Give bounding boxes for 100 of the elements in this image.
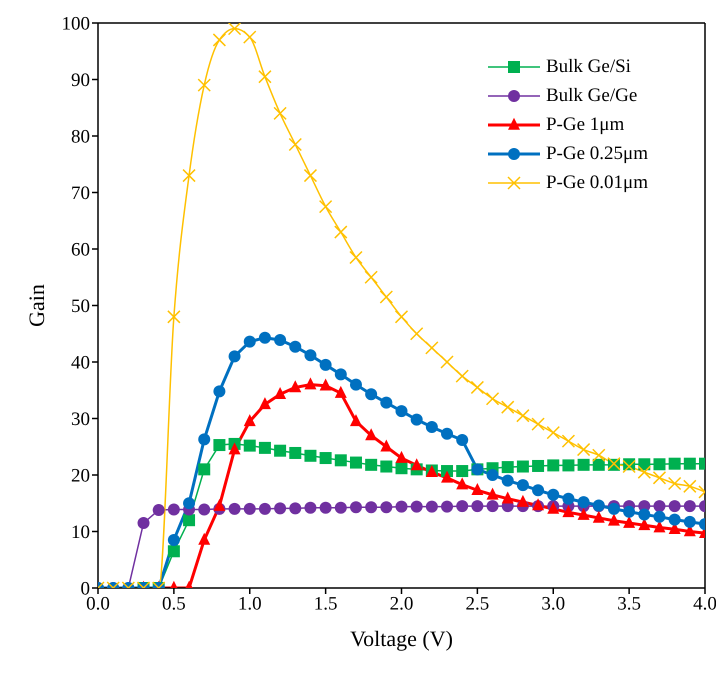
x-tick-label: 3.0 — [541, 593, 566, 614]
point — [197, 78, 211, 92]
x-tick-label: 0.0 — [86, 593, 110, 614]
point — [380, 290, 394, 304]
x-tick-label: 2.5 — [466, 593, 490, 614]
point — [592, 448, 606, 462]
point — [182, 168, 196, 182]
point — [562, 505, 574, 518]
point — [455, 369, 469, 383]
point — [365, 458, 378, 471]
legend-label: Bulk Ge/Ge — [546, 84, 638, 106]
point — [380, 396, 392, 409]
point — [516, 460, 529, 473]
point — [486, 500, 499, 512]
point — [274, 387, 286, 400]
point — [471, 500, 484, 512]
point — [334, 502, 347, 514]
point — [638, 465, 652, 479]
y-tick-label: 60 — [71, 240, 90, 261]
x-tick-label: 4.0 — [693, 593, 717, 614]
x-axis-title: Voltage (V) — [350, 626, 453, 651]
point — [653, 500, 666, 512]
point — [547, 488, 560, 501]
point — [212, 33, 226, 47]
point — [228, 502, 241, 515]
point — [334, 225, 348, 239]
x-tick-label: 3.5 — [617, 593, 641, 614]
y-tick-label: 40 — [71, 352, 90, 374]
point — [258, 442, 271, 454]
point — [365, 428, 378, 440]
point — [500, 400, 514, 414]
point — [562, 492, 574, 505]
point — [320, 358, 332, 371]
point — [396, 500, 408, 513]
point — [396, 405, 408, 418]
x-tick-label: 1.0 — [238, 593, 262, 614]
point — [486, 469, 499, 481]
point — [364, 270, 378, 284]
point — [562, 459, 574, 472]
point — [638, 508, 650, 521]
point — [502, 461, 514, 474]
y-tick-label: 80 — [71, 126, 90, 148]
point — [426, 500, 438, 513]
point — [486, 392, 500, 406]
point — [289, 446, 302, 459]
point — [274, 334, 286, 346]
point — [258, 397, 271, 410]
point — [668, 458, 681, 470]
point — [546, 426, 560, 440]
point — [320, 502, 332, 514]
point — [578, 508, 590, 520]
point — [334, 454, 347, 466]
x-tick-label: 1.5 — [314, 593, 338, 614]
legend-label: Bulk Ge/Si — [546, 56, 631, 78]
point — [516, 408, 530, 422]
point — [168, 534, 180, 546]
x-tick-label: 0.5 — [162, 593, 186, 614]
point — [578, 496, 590, 508]
legend-label: P-Ge 0.25μm — [546, 142, 648, 164]
point — [608, 502, 620, 515]
point — [244, 414, 256, 426]
point — [349, 250, 363, 264]
point — [320, 378, 332, 391]
point — [258, 332, 271, 344]
point — [183, 514, 196, 526]
point — [516, 479, 529, 492]
point — [456, 434, 468, 446]
y-tick-label: 20 — [71, 466, 90, 487]
point — [350, 501, 362, 514]
point — [578, 458, 590, 471]
point — [213, 385, 226, 398]
point — [441, 470, 454, 483]
point — [289, 380, 302, 392]
point — [653, 458, 666, 470]
point — [320, 452, 332, 464]
point — [425, 341, 439, 355]
point — [380, 440, 392, 452]
point — [258, 502, 271, 515]
y-axis-title: Gain — [24, 284, 49, 327]
point — [198, 463, 210, 476]
point — [623, 506, 636, 518]
point — [350, 456, 362, 469]
point — [683, 480, 697, 494]
point — [167, 310, 181, 324]
point — [350, 414, 362, 426]
point — [304, 168, 318, 182]
point — [213, 439, 226, 452]
point — [684, 516, 696, 528]
point — [289, 502, 302, 514]
point — [456, 465, 468, 478]
point — [244, 502, 256, 515]
y-tick-label: 90 — [71, 70, 90, 92]
point — [304, 349, 316, 362]
point — [684, 458, 696, 470]
point — [532, 460, 544, 472]
y-tick-label: 50 — [71, 296, 90, 318]
point — [410, 500, 423, 513]
point — [198, 532, 210, 545]
point — [304, 450, 316, 462]
point — [668, 500, 681, 512]
